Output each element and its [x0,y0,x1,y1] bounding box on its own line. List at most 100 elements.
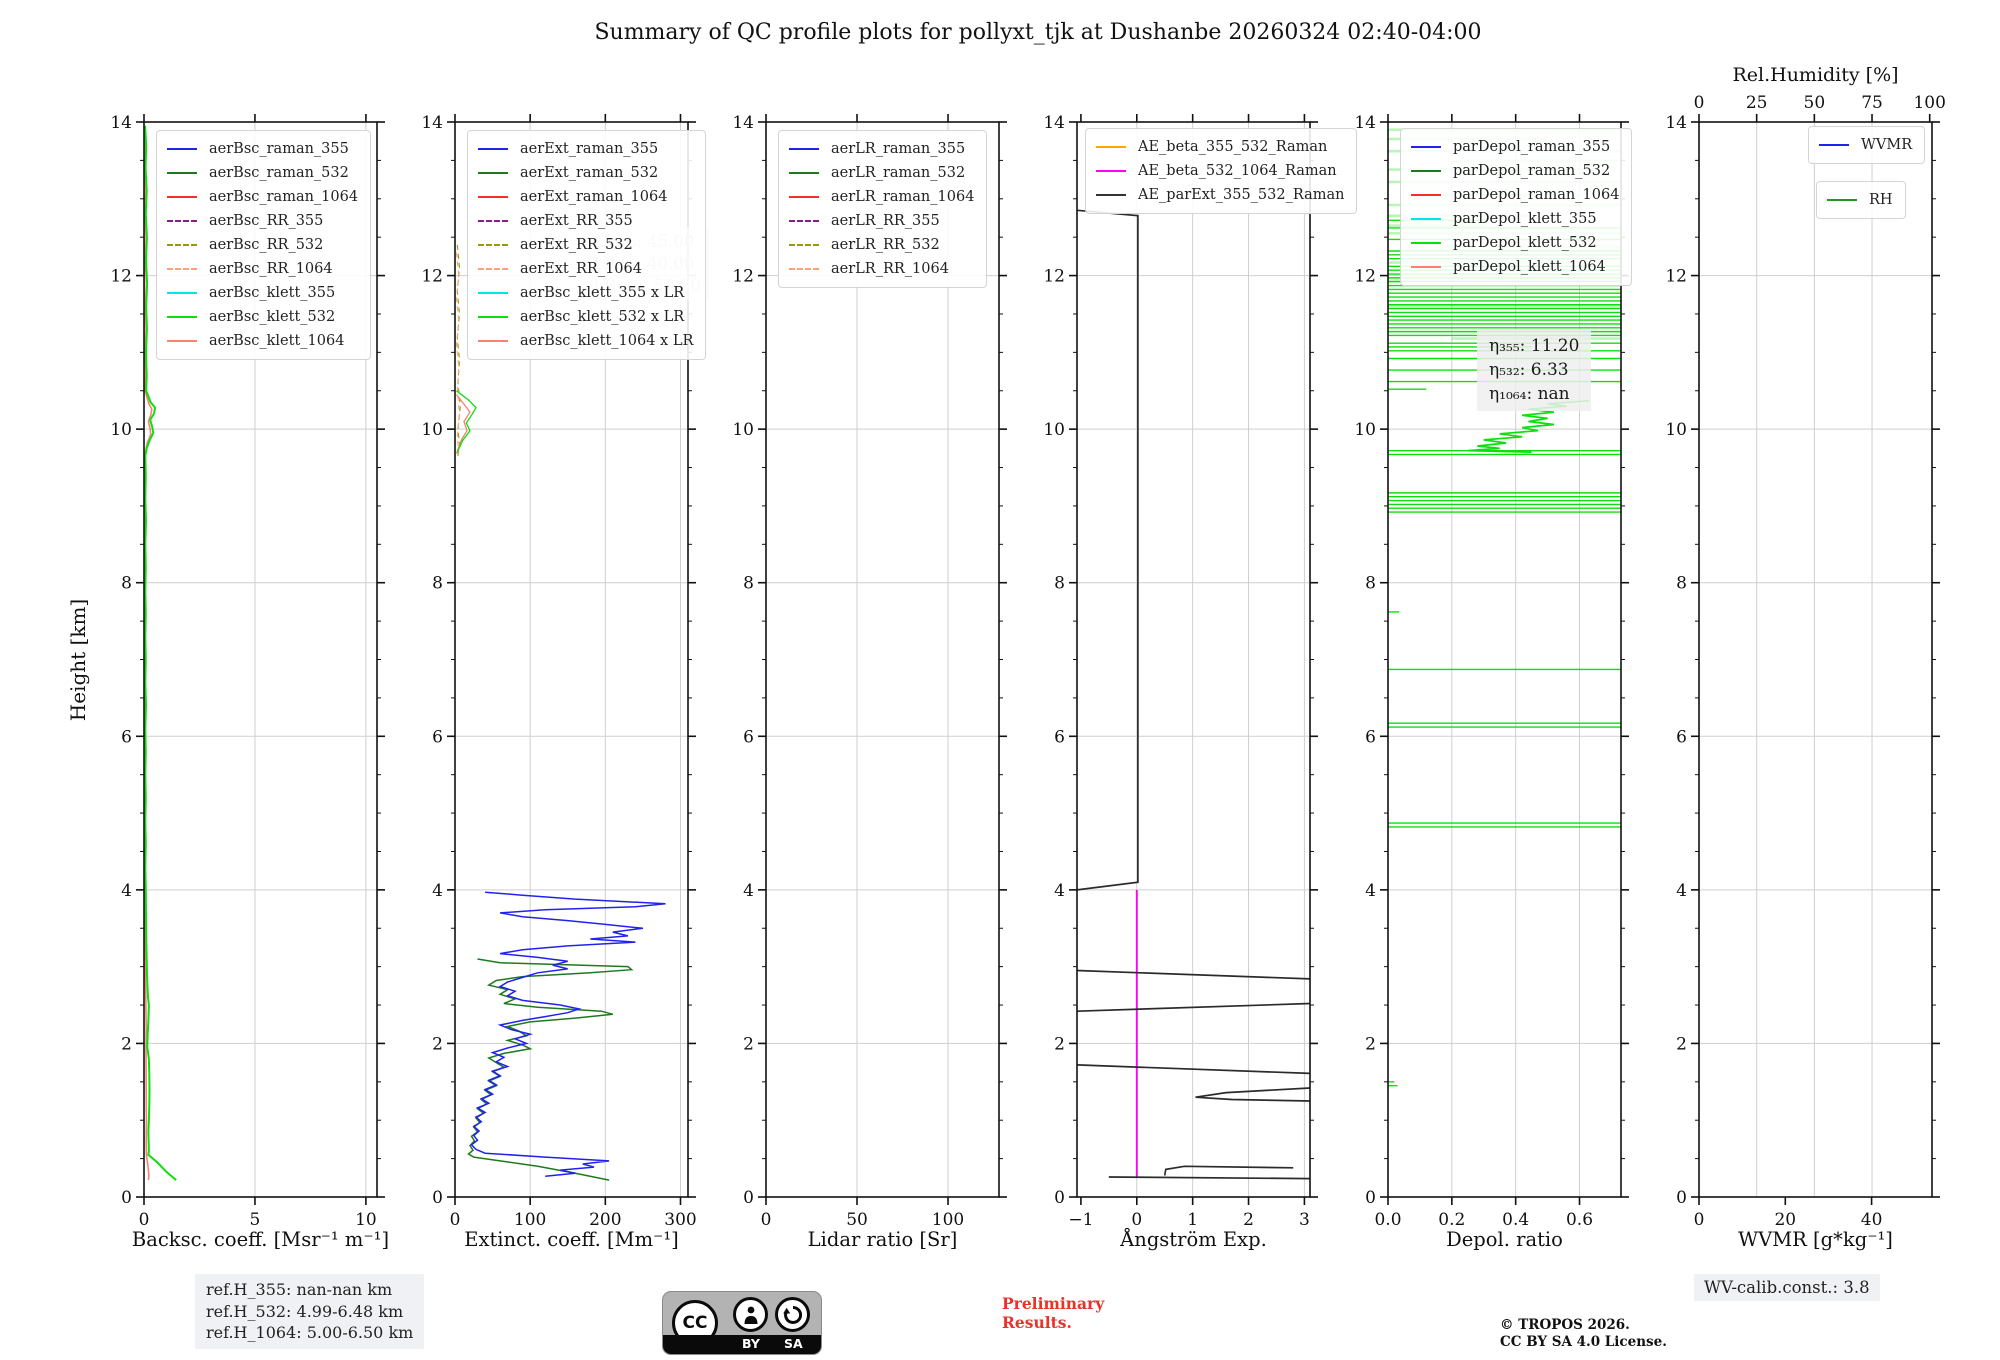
legend-line-sample [167,148,197,150]
legend-line-sample [167,220,197,222]
legend-line-sample [1411,242,1441,244]
ext-legend: aerExt_raman_355 aerExt_raman_532 aerExt_r… [467,130,707,360]
legend-item: aerBsc_raman_355 [167,137,358,161]
x-tick-label: −1 [1068,1210,1093,1230]
y-tick-label: 12 [1665,267,1687,287]
y-tick-label: 14 [1665,113,1687,133]
series-AE_parExt_355_532_Raman [1077,969,1310,980]
x-tick-label: 0.6 [1566,1210,1593,1230]
legend-label: aerBsc_raman_355 [209,141,349,157]
legend-item: aerBsc_klett_532 [167,305,358,329]
x-tick-label: 20 [1774,1210,1796,1230]
legend-label: AE_beta_532_1064_Raman [1138,163,1337,179]
preliminary-results-note: Preliminary Results. [1002,1294,1105,1332]
legend-item: aerBsc_RR_355 [167,209,358,233]
y-tick-label: 14 [110,113,132,133]
rh-tick-label: 0 [1694,93,1705,113]
y-tick-label: 2 [743,1034,754,1054]
legend-label: aerExt_raman_355 [520,141,659,157]
copyright-note: © TROPOS 2026. CC BY SA 4.0 License. [1500,1317,1667,1350]
legend-label: aerBsc_RR_1064 [209,261,333,277]
legend-label: aerBsc_RR_355 [209,213,324,229]
x-tick-label: 100 [514,1210,546,1230]
ae-legend: AE_beta_355_532_Raman AE_beta_532_1064_Ra… [1085,128,1358,214]
x-tick-label: 5 [250,1210,261,1230]
legend-item: RH [1827,188,1893,212]
legend-line-sample [167,244,197,246]
legend-item: parDepol_raman_1064 [1411,183,1619,207]
eta-355-value: η₃₅₅: 11.20 [1489,336,1580,356]
legend-line-sample [478,148,508,150]
legend-item: aerLR_raman_532 [789,161,974,185]
legend-label: WVMR [1861,137,1913,153]
x-tick-label: 3 [1299,1210,1310,1230]
series-aerBsc_klett_532_xLR_high [456,390,477,453]
legend-line-sample [1411,218,1441,220]
legend-label: aerExt_RR_532 [520,237,633,253]
legend-item: aerBsc_RR_532 [167,233,358,257]
series-aerExt_raman_355 [470,891,666,1178]
x-tick-label: 300 [664,1210,696,1230]
y-tick-label: 8 [121,574,132,594]
ext-data-layer [455,244,666,1181]
legend-line-sample [478,220,508,222]
x-tick-label: 10 [355,1210,377,1230]
y-tick-label: 14 [732,113,754,133]
legend-item: aerLR_raman_1064 [789,185,974,209]
series-AE_parExt_355_532_Raman [1077,1064,1310,1075]
legend-line-sample [1096,146,1126,148]
legend-item: aerBsc_raman_1064 [167,185,358,209]
legend-label: parDepol_klett_532 [1453,235,1597,251]
y-tick-label: 14 [421,113,443,133]
legend-item: aerBsc_raman_532 [167,161,358,185]
legend-item: aerLR_RR_355 [789,209,974,233]
series-AE_parExt_355_532_Raman [1108,1176,1310,1180]
series-aerBsc_klett_1064_xLR_high [455,394,471,454]
y-tick-label: 0 [1365,1188,1376,1208]
legend-label: AE_parExt_355_532_Raman [1138,187,1345,203]
y-tick-label: 0 [743,1188,754,1208]
y-tick-label: 10 [421,420,443,440]
figure-title: Summary of QC profile plots for pollyxt_… [594,20,1482,45]
legend-item: aerExt_RR_1064 [478,257,693,281]
wvmr-legend: RH [1816,181,1906,219]
share-alike-icon [775,1297,810,1332]
y-tick-label: 6 [432,727,443,747]
legend-item: aerBsc_RR_1064 [167,257,358,281]
legend-item: aerBsc_klett_532 x LR [478,305,693,329]
legend-line-sample [1819,144,1849,146]
legend-line-sample [167,316,197,318]
x-label-angstrom: Ångström Exp. [1120,1228,1267,1251]
depol-calibration-annotation: η₃₅₅: 11.20 η₅₃₂: 6.33 η₁₀₆₄: nan [1477,329,1592,411]
rh-tick-label: 75 [1861,93,1883,113]
legend-item: aerExt_raman_355 [478,137,693,161]
legend-label: aerLR_RR_532 [831,237,940,253]
y-tick-label: 6 [1054,727,1065,747]
legend-line-sample [478,340,508,342]
y-tick-label: 2 [1054,1034,1065,1054]
y-tick-label: 4 [743,881,754,901]
legend-line-sample [1411,194,1441,196]
y-tick-label: 8 [1676,574,1687,594]
legend-item: aerExt_RR_532 [478,233,693,257]
ref-h-532: ref.H_532: 4.99-6.48 km [206,1301,404,1321]
legend-line-sample [167,268,197,270]
legend-label: aerExt_RR_355 [520,213,633,229]
y-tick-label: 10 [1354,420,1376,440]
y-tick-label: 8 [432,574,443,594]
lr-legend: aerLR_raman_355 aerLR_raman_532 aerLR_rama… [778,130,988,288]
y-tick-label: 4 [1054,881,1065,901]
y-tick-label: 10 [110,420,132,440]
x-label-wvmr: WVMR [g*kg⁻¹] [1738,1228,1893,1251]
x-label-backscatter: Backsc. coeff. [Msr⁻¹ m⁻¹] [131,1228,390,1251]
legend-label: aerBsc_raman_1064 [209,189,359,205]
y-tick-label: 14 [1043,113,1065,133]
legend-line-sample [167,196,197,198]
legend-label: aerBsc_raman_532 [209,165,349,181]
legend-item: aerExt_raman_1064 [478,185,693,209]
y-tick-label: 2 [1676,1034,1687,1054]
legend-label: parDepol_klett_355 [1453,211,1597,227]
series-AE_parExt_355_532_Raman [1077,209,1139,891]
legend-item: aerLR_raman_355 [789,137,974,161]
